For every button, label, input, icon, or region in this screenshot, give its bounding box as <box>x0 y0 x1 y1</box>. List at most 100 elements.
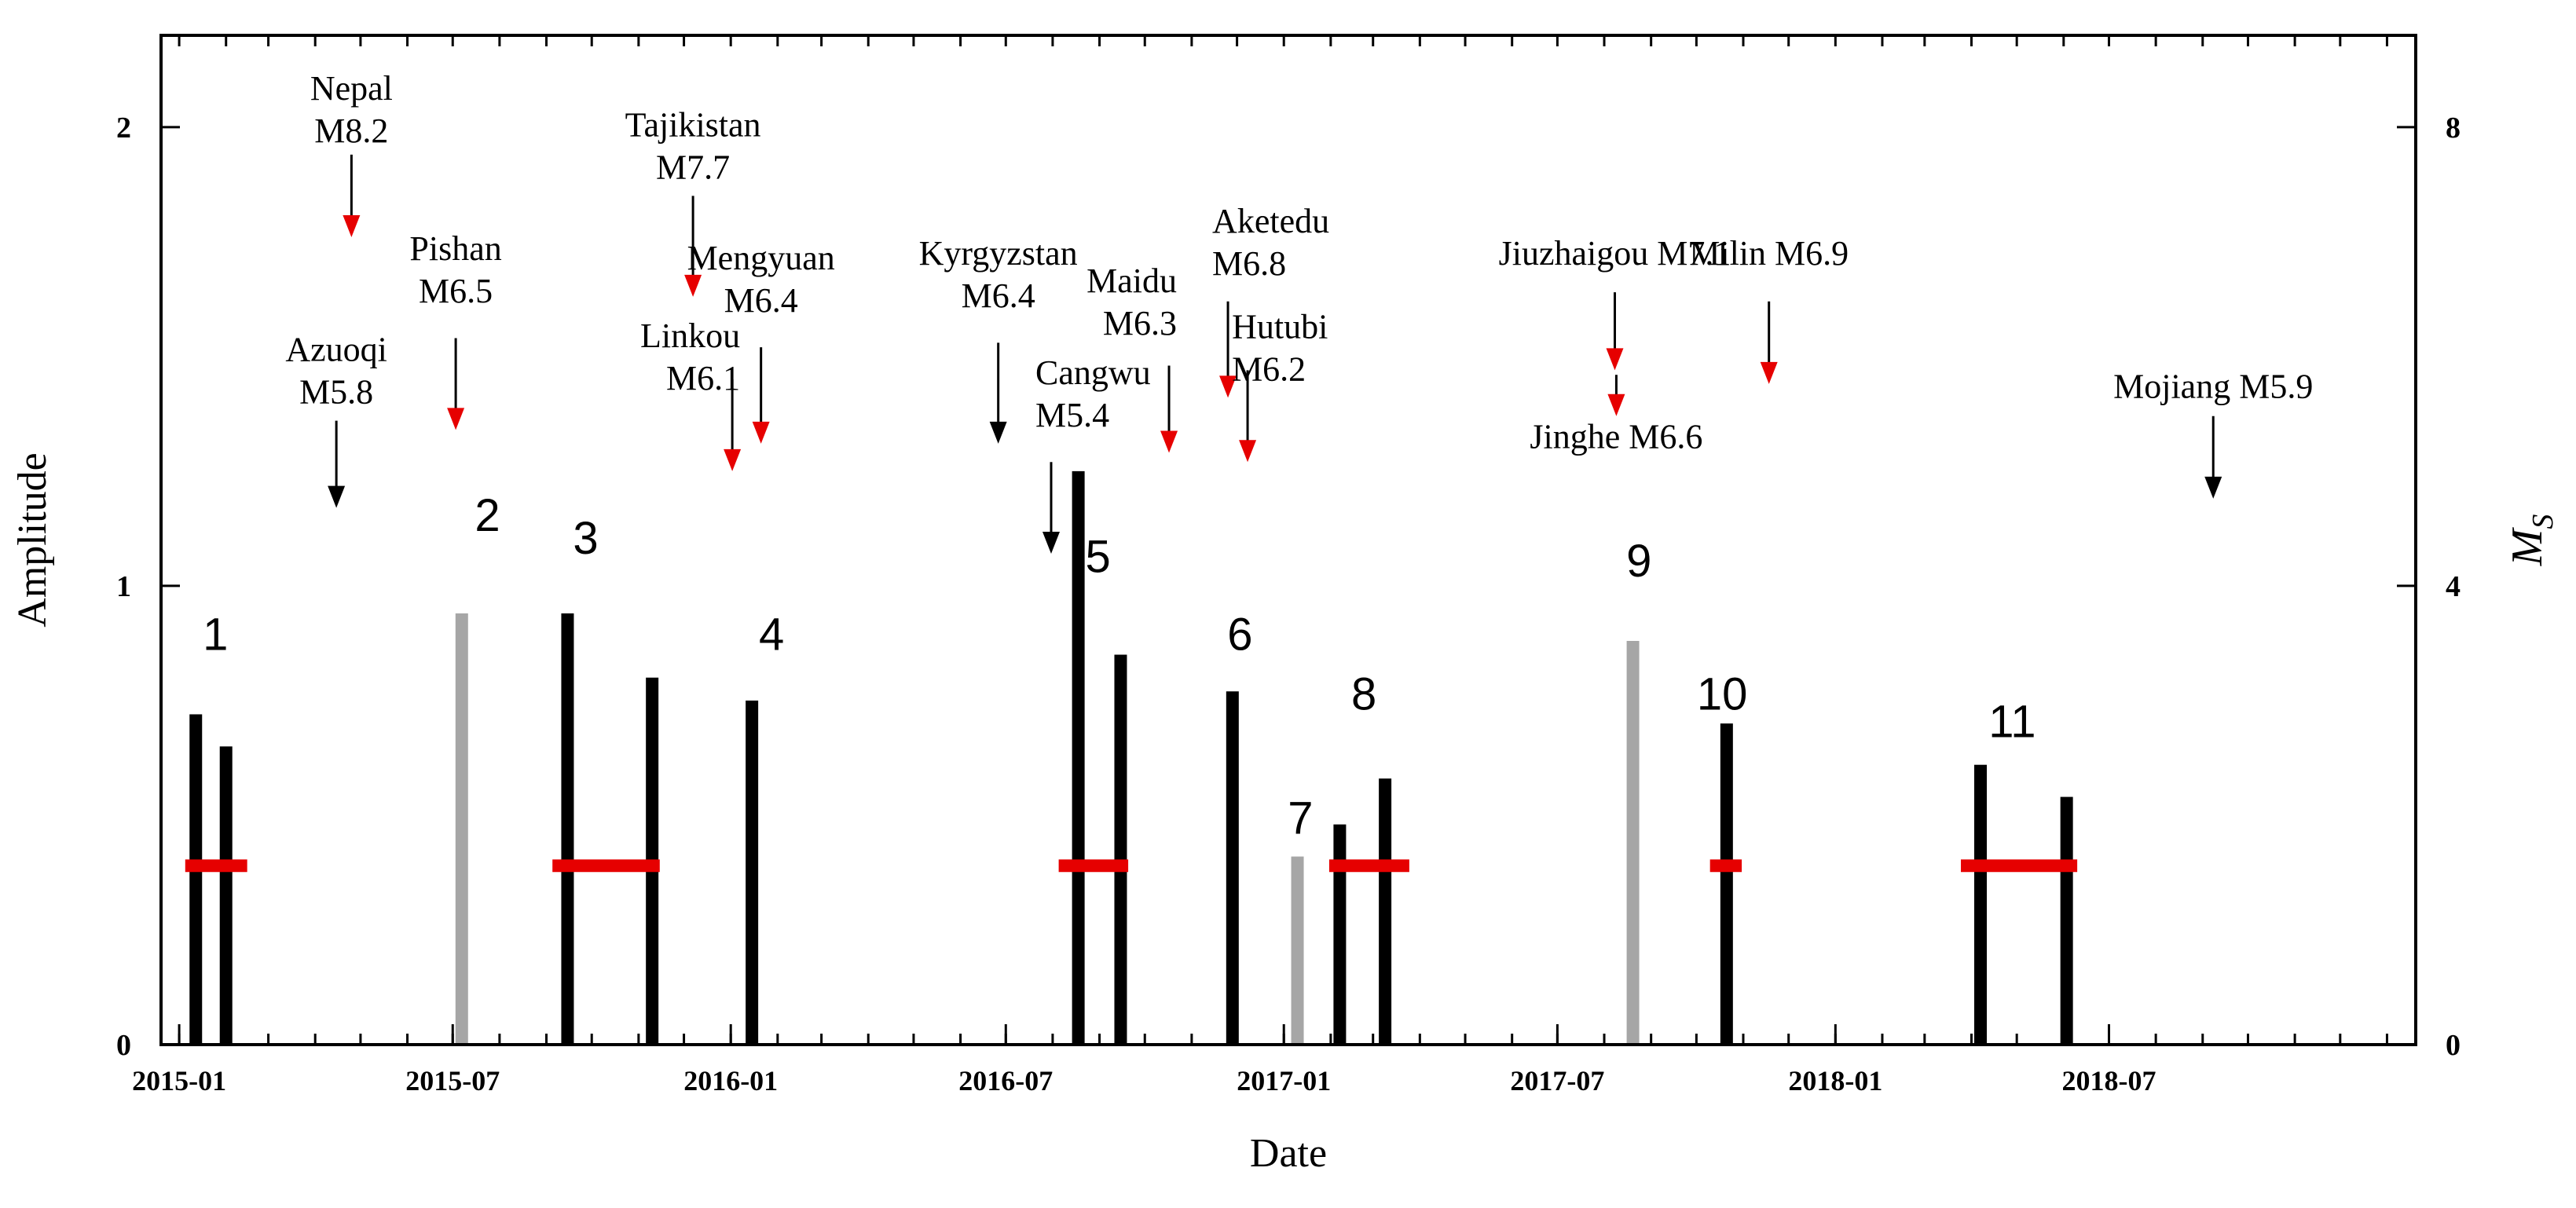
x-tick-label: 2015-01 <box>132 1065 226 1096</box>
earthquake-layer: NepalM8.2AzuoqiM5.8PishanM6.5TajikistanM… <box>285 69 2313 555</box>
earthquake-annotation: Cangwu M5.4 <box>1035 353 1151 555</box>
x-tick-label: 2017-07 <box>1510 1065 1604 1096</box>
plot-frame <box>159 34 2417 1046</box>
earthquake-arrow-head <box>684 274 702 297</box>
x-axis-title: Date <box>1250 1131 1327 1176</box>
earthquake-label: Milin M6.9 <box>1689 234 1849 273</box>
earthquake-annotation: Nepal M8.2 <box>310 69 393 237</box>
earthquake-label: M5.8 <box>299 373 373 412</box>
earthquake-label: Aketedu <box>1212 202 1329 240</box>
group-number-label: 3 <box>573 513 598 564</box>
earthquake-label: M7.7 <box>656 148 730 187</box>
earthquake-arrow-head <box>447 408 465 430</box>
group-number-label: 2 <box>475 490 500 541</box>
amplitude-bar <box>561 613 574 1045</box>
y2-axis-title-main: M <box>2503 526 2552 566</box>
earthquake-label: Cangwu <box>1035 353 1151 392</box>
amplitude-bar <box>219 746 233 1045</box>
earthquake-annotation: Maidu M6.3 <box>1086 262 1178 453</box>
earthquake-arrow-head <box>989 421 1007 444</box>
earthquake-label: Mengyuan <box>687 239 835 277</box>
bars-layer <box>189 470 2073 1045</box>
earthquake-annotation: Milin M6.9 <box>1689 234 1849 384</box>
earthquake-label: Mojiang M5.9 <box>2113 367 2313 405</box>
y-axis-title: Amplitude <box>10 452 55 627</box>
earthquake-arrow-head <box>1607 394 1625 416</box>
earthquake-arrow-head <box>1606 348 1624 371</box>
earthquake-label: M6.2 <box>1232 350 1306 389</box>
x-tick-label: 2016-01 <box>683 1065 778 1096</box>
earthquake-label: M6.4 <box>724 281 798 320</box>
earthquake-label: Hutubi <box>1232 308 1328 346</box>
amplitude-bar <box>1291 856 1304 1045</box>
earthquake-arrow-head <box>724 448 742 471</box>
group-number-label: 5 <box>1085 531 1110 582</box>
earthquake-label: Jiuzhaigou M7.1 <box>1499 234 1731 273</box>
earthquake-label: M6.4 <box>962 276 1035 315</box>
amplitude-bar <box>1114 654 1127 1045</box>
x-tick-label: 2018-07 <box>2062 1065 2156 1096</box>
y-tick-label: 0 <box>116 1029 131 1062</box>
amplitude-bar <box>1226 691 1239 1045</box>
earthquake-annotation: Mojiang M5.9 <box>2113 367 2313 499</box>
amplitude-bar <box>1720 723 1733 1045</box>
amplitude-bar <box>1333 824 1347 1045</box>
earthquake-arrow-head <box>2204 476 2222 499</box>
earthquake-label: Azuoqi <box>285 331 387 369</box>
group-number-label: 11 <box>1988 697 2036 748</box>
earthquake-annotation: Jinghe M6.6 <box>1530 375 1702 456</box>
group-labels-layer: 1 2 3 4 5 6 7 8 9 10 11 <box>203 490 2036 844</box>
y2-axis-title-sub: S <box>2527 514 2560 529</box>
x-tick-label: 2017-01 <box>1237 1065 1331 1096</box>
x-tick-label: 2015-07 <box>405 1065 500 1096</box>
earthquake-label: Linkou <box>640 317 740 355</box>
earthquake-annotation: Azuoqi M5.8 <box>285 331 387 508</box>
earthquake-arrow-head <box>328 485 346 508</box>
earthquake-arrow-head <box>1239 440 1257 463</box>
earthquake-annotation: Pishan M6.5 <box>409 229 502 430</box>
earthquake-arrow-head <box>343 215 361 237</box>
group-number-label: 10 <box>1697 669 1748 720</box>
earthquake-arrow-head <box>1042 532 1060 555</box>
earthquake-label: M6.1 <box>666 359 740 397</box>
y2-tick-label: 0 <box>2446 1029 2461 1062</box>
y2-tick-label: 8 <box>2446 112 2461 145</box>
earthquake-label: Tajikistan <box>625 106 761 145</box>
earthquake-label: M8.2 <box>314 112 388 150</box>
earthquake-label: Maidu <box>1086 262 1177 300</box>
x-tick-label: 2016-07 <box>958 1065 1053 1096</box>
earthquake-arrow-head <box>752 421 770 444</box>
y-tick-label: 2 <box>116 112 131 145</box>
group-number-label: 6 <box>1227 609 1252 661</box>
amplitude-bar <box>455 613 468 1045</box>
amplitude-bar <box>1072 470 1085 1045</box>
earthquake-label: M6.8 <box>1212 244 1286 283</box>
earthquake-annotation: Linkou M6.1 <box>640 317 742 471</box>
earthquake-arrow-head <box>1760 361 1778 384</box>
group-number-label: 8 <box>1351 669 1376 720</box>
earthquake-annotation: Jiuzhaigou M7.1 <box>1499 234 1731 371</box>
earthquake-annotation: Mengyuan M6.4 <box>687 239 835 444</box>
earthquake-annotation: Hutubi M6.2 <box>1232 308 1328 463</box>
ticks-layer: 2015-01 2015-07 2016-01 2016-07 2017-01 2017-… <box>116 35 2461 1096</box>
earthquake-arrow-head <box>1219 375 1237 398</box>
earthquake-label: Nepal <box>310 69 393 108</box>
group-number-label: 9 <box>1626 536 1651 587</box>
group-number-label: 4 <box>759 609 784 661</box>
group-number-label: 1 <box>203 609 228 661</box>
y-tick-label: 1 <box>116 570 131 603</box>
earthquake-label: M6.3 <box>1103 304 1177 342</box>
group-number-label: 7 <box>1288 793 1313 844</box>
earthquake-label: M5.4 <box>1035 396 1109 434</box>
earthquake-annotation: Aketedu M6.8 <box>1212 202 1329 398</box>
earthquake-arrow-head <box>1160 430 1178 453</box>
earthquake-label: M6.5 <box>419 272 493 310</box>
x-tick-label: 2018-01 <box>1788 1065 1882 1096</box>
amplitude-bar <box>1974 764 1988 1045</box>
earthquake-label: Jinghe M6.6 <box>1530 418 1702 456</box>
amplitude-bar <box>746 700 759 1045</box>
